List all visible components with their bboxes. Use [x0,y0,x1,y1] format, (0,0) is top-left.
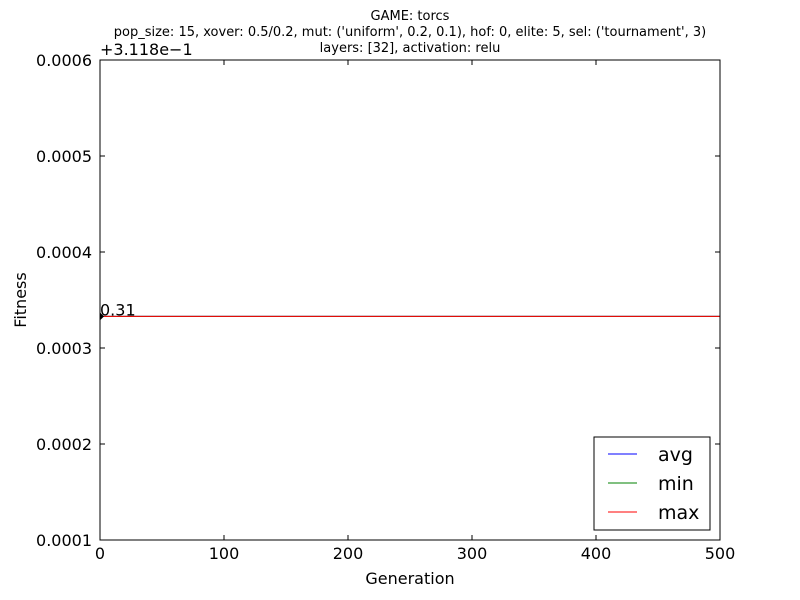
legend-label-avg: avg [658,444,693,466]
x-axis-ticks: 0 100 200 300 400 500 [95,60,735,563]
x-tick-label: 100 [209,544,240,563]
x-tick-label: 400 [581,544,612,563]
y-tick-label: 0.0002 [36,435,92,454]
legend-label-min: min [658,473,694,495]
y-axis-ticks: 0.0001 0.0002 0.0003 0.0004 0.0005 0.0006 [36,51,720,550]
y-tick-label: 0.0003 [36,339,92,358]
x-tick-label: 300 [457,544,488,563]
plot-frame [99,59,721,541]
title-line-3: layers: [32], activation: relu [320,41,501,56]
chart-title: GAME: torcs pop_size: 15, xover: 0.5/0.2… [114,9,706,56]
plot-area [99,59,721,541]
y-tick-label: 0.0005 [36,147,92,166]
y-tick-label: 0.0001 [36,531,92,550]
y-offset-label: +3.118e−1 [100,40,193,59]
x-axis-label: Generation [365,569,454,588]
y-tick-label: 0.0006 [36,51,92,70]
annotation-marker [100,312,104,321]
legend: avg min max [593,436,711,531]
title-line-2: pop_size: 15, xover: 0.5/0.2, mut: ('uni… [114,25,706,40]
annotation-label: 0.31 [100,300,136,319]
x-tick-label: 200 [333,544,364,563]
x-tick-label: 0 [95,544,105,563]
title-line-1: GAME: torcs [371,9,450,24]
y-tick-label: 0.0004 [36,243,92,262]
y-axis-label: Fitness [11,272,30,327]
x-tick-label: 500 [705,544,736,563]
legend-label-max: max [658,502,699,524]
